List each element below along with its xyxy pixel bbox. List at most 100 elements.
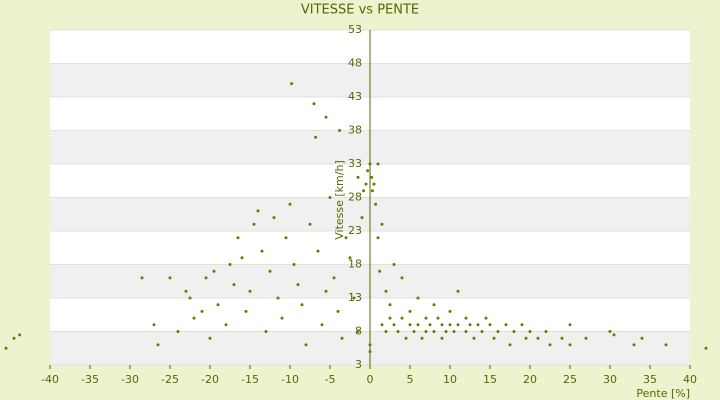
point (432, 330, 436, 333)
point (284, 236, 288, 240)
point (240, 256, 244, 260)
point (152, 323, 156, 327)
point (338, 129, 342, 132)
y-tick-label: 3 (355, 358, 362, 371)
point (280, 316, 284, 320)
point (312, 102, 316, 106)
point (224, 323, 228, 327)
point (314, 135, 318, 139)
point (392, 323, 396, 327)
chart-title: VITESSE vs PENTE (301, 3, 419, 18)
point (244, 309, 248, 313)
point (640, 336, 644, 340)
point (292, 263, 296, 266)
point (376, 236, 380, 240)
point (464, 316, 468, 320)
point (276, 296, 280, 300)
point (464, 330, 468, 333)
point (396, 330, 400, 333)
point (436, 316, 440, 320)
x-tick-label: 0 (367, 373, 374, 386)
y-tick-label: 18 (348, 258, 362, 271)
point (256, 209, 260, 213)
x-tick-label: 15 (483, 373, 497, 386)
point (200, 309, 204, 313)
point (392, 263, 396, 266)
x-tick-label: -15 (241, 373, 259, 386)
y-tick-label: 53 (348, 23, 362, 36)
point (374, 202, 378, 206)
point (268, 269, 272, 273)
point (520, 323, 524, 327)
point (228, 263, 232, 266)
point (336, 309, 340, 313)
point (468, 323, 472, 327)
point (544, 330, 548, 333)
x-tick-label: -30 (121, 373, 139, 386)
point (316, 249, 320, 253)
x-tick-label: 35 (643, 373, 657, 386)
point (176, 330, 180, 333)
point (362, 189, 366, 193)
point (308, 222, 312, 226)
point (388, 303, 392, 307)
point (448, 309, 452, 313)
point (352, 296, 356, 300)
point (320, 323, 324, 327)
point (548, 343, 552, 347)
point (216, 303, 220, 307)
point (508, 343, 512, 347)
point (370, 189, 374, 193)
point (360, 216, 364, 220)
point (496, 330, 500, 333)
point (272, 216, 276, 220)
point (260, 249, 264, 253)
point (428, 323, 432, 327)
point (536, 336, 540, 340)
point (612, 333, 616, 337)
point (140, 276, 144, 280)
point (440, 336, 444, 340)
point (300, 303, 304, 307)
x-tick-label: -20 (201, 373, 219, 386)
point (366, 169, 370, 173)
point (236, 236, 240, 240)
point (608, 330, 612, 333)
point (370, 175, 374, 179)
point (12, 336, 16, 340)
point (252, 222, 256, 226)
point (328, 196, 332, 199)
x-tick-label: 10 (443, 373, 457, 386)
point (528, 330, 532, 333)
point (208, 336, 212, 340)
point (372, 182, 376, 186)
point (452, 330, 456, 333)
point (388, 316, 392, 320)
point (584, 336, 588, 340)
point (476, 323, 480, 327)
point (424, 316, 428, 320)
point (448, 323, 452, 327)
point (560, 336, 564, 340)
x-tick-label: 20 (523, 373, 537, 386)
point (304, 343, 308, 347)
point (340, 336, 344, 340)
point (368, 162, 372, 166)
point (704, 346, 708, 350)
point (356, 330, 360, 333)
y-tick-label: 28 (348, 191, 362, 204)
point (400, 316, 404, 320)
point (332, 276, 336, 280)
x-tick-label: 25 (563, 373, 577, 386)
point (380, 323, 384, 327)
point (424, 330, 428, 333)
point (632, 343, 636, 347)
point (324, 289, 328, 293)
point (384, 330, 388, 333)
point (456, 289, 460, 293)
x-axis-label: Pente [%] (636, 387, 690, 400)
point (480, 330, 484, 333)
point (232, 283, 236, 287)
point (408, 309, 412, 313)
